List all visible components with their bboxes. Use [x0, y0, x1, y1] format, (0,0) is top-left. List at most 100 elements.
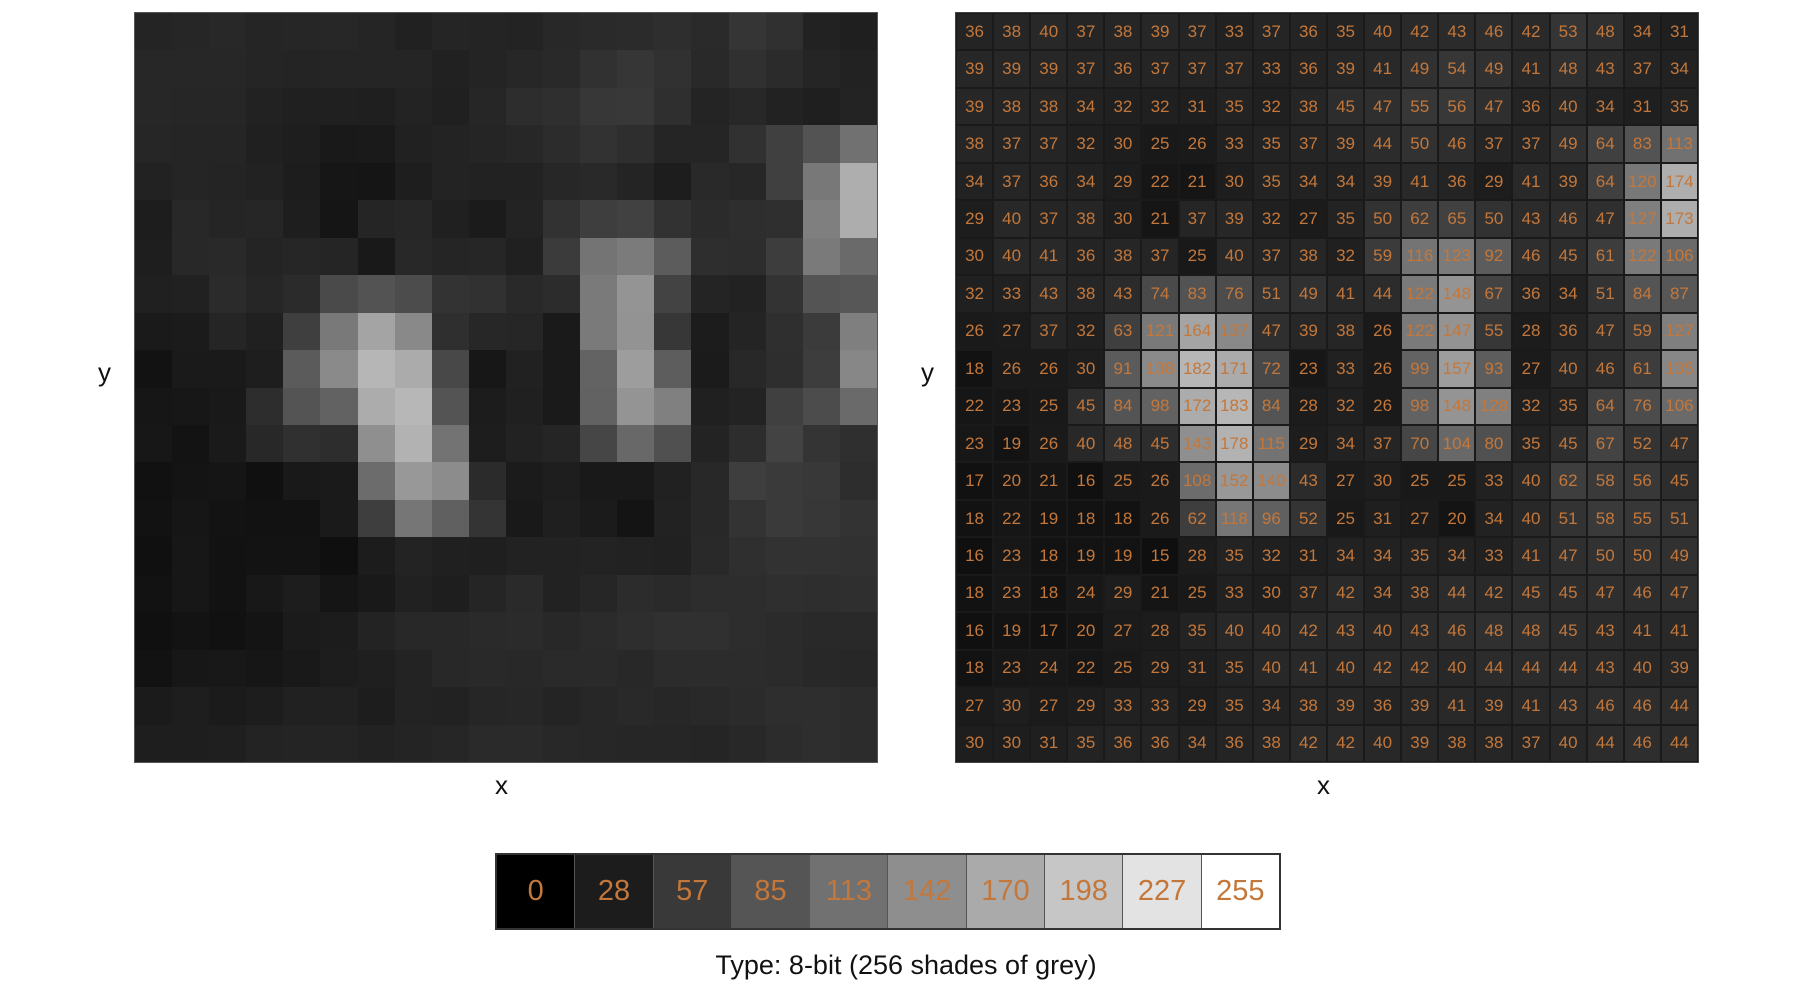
pixel	[580, 237, 618, 276]
pixel	[765, 200, 803, 238]
pixel	[580, 462, 618, 500]
pixel-value-cell: 47	[1586, 312, 1624, 351]
pixel	[839, 50, 877, 88]
pixel	[543, 50, 581, 88]
pixel-value-cell: 46	[1623, 724, 1661, 762]
pixel-value-cell: 40	[1623, 649, 1661, 688]
pixel	[431, 687, 469, 725]
pixel	[802, 87, 840, 126]
pixel	[246, 50, 284, 88]
pixel	[765, 687, 803, 725]
pixel	[839, 462, 877, 500]
pixel	[357, 612, 395, 650]
pixel-value-cell: 18	[956, 499, 994, 538]
pixel	[209, 50, 247, 88]
pixel	[246, 125, 284, 163]
pixel	[580, 387, 618, 425]
pixel-value-cell: 40	[1364, 724, 1402, 762]
pixel	[431, 424, 469, 463]
pixel	[543, 687, 581, 725]
pixel-value-cell: 31	[1623, 87, 1661, 126]
pixel-value-cell: 15	[1141, 537, 1179, 575]
pixel	[543, 574, 581, 613]
pixel	[802, 312, 840, 351]
pixel-value-cell: 38	[1475, 724, 1513, 762]
pixel-value-cell: 23	[993, 574, 1031, 613]
pixel	[135, 537, 173, 575]
pixel-value-cell: 37	[1030, 312, 1068, 351]
pixel-value-cell: 32	[1512, 387, 1550, 425]
pixel	[802, 387, 840, 425]
pixel	[357, 125, 395, 163]
pixel	[283, 350, 321, 388]
pixel	[209, 200, 247, 238]
pixel-value-cell: 40	[1252, 612, 1290, 650]
pixel	[802, 237, 840, 276]
pixel	[172, 275, 210, 313]
pixel-value-cell: 37	[1252, 237, 1290, 276]
pixel-value-cell: 28	[1178, 537, 1216, 575]
pixel-value-cell: 37	[1178, 13, 1216, 51]
pixel-value-cell: 152	[1215, 462, 1253, 500]
pixel	[691, 387, 729, 425]
pixel-value-cell: 37	[1141, 237, 1179, 276]
pixel	[543, 387, 581, 425]
pixel	[505, 200, 544, 238]
pixel-value-cell: 39	[1401, 687, 1439, 725]
pixel	[431, 574, 469, 613]
pixel-value-cell: 35	[1326, 13, 1365, 51]
pixel	[654, 237, 692, 276]
pixel	[691, 312, 729, 351]
pixel-value-cell: 32	[956, 275, 994, 313]
pixel-value-cell: 38	[1030, 87, 1068, 126]
pixel	[209, 387, 247, 425]
pixel-value-cell: 33	[1326, 350, 1365, 388]
pixel-value-cell: 40	[993, 200, 1031, 238]
pixel	[617, 125, 655, 163]
pixel-value-cell: 43	[1586, 649, 1624, 688]
pixel	[580, 537, 618, 575]
pixel-value-cell: 40	[1215, 237, 1253, 276]
pixel-value-cell: 32	[1104, 87, 1142, 126]
pixel	[617, 574, 655, 613]
pixel	[802, 687, 840, 725]
pixel-value-cell: 19	[993, 424, 1031, 463]
grey-level-swatch: 113	[810, 855, 889, 928]
pixel-value-cell: 42	[1364, 649, 1402, 688]
pixel-value-cell: 25	[1326, 499, 1365, 538]
pixel	[320, 612, 358, 650]
pixel-value-cell: 17	[1030, 612, 1068, 650]
pixel-value-cell: 55	[1401, 87, 1439, 126]
pixel-value-cell: 25	[1178, 237, 1216, 276]
pixel	[209, 237, 247, 276]
pixel-value-cell: 91	[1104, 350, 1142, 388]
pixel	[394, 724, 432, 762]
pixel	[839, 424, 877, 463]
pixel	[246, 87, 284, 126]
pixel	[691, 50, 729, 88]
pixel	[654, 499, 692, 538]
pixel-value-cell: 40	[1215, 612, 1253, 650]
pixel-value-cell: 40	[993, 237, 1031, 276]
pixel-value-cell: 27	[1512, 350, 1550, 388]
pixel-value-cell: 41	[1030, 237, 1068, 276]
pixel	[543, 649, 581, 688]
pixel-value-cell: 16	[1067, 462, 1105, 500]
pixel-value-cell: 30	[1215, 162, 1253, 201]
pixel	[505, 687, 544, 725]
pixel-value-cell: 108	[1178, 462, 1216, 500]
pixel-value-cell: 47	[1586, 200, 1624, 238]
pixel-value-cell: 26	[1141, 462, 1179, 500]
pixel	[617, 387, 655, 425]
pixel-value-cell: 41	[1660, 612, 1698, 650]
pixel	[357, 574, 395, 613]
pixel	[543, 499, 581, 538]
pixel	[691, 200, 729, 238]
pixel-value-cell: 40	[1067, 424, 1105, 463]
pixel	[209, 162, 247, 201]
pixel	[283, 387, 321, 425]
pixel-value-cell: 23	[993, 649, 1031, 688]
pixel	[320, 574, 358, 613]
pixel	[691, 462, 729, 500]
pixel-value-cell: 39	[1215, 200, 1253, 238]
